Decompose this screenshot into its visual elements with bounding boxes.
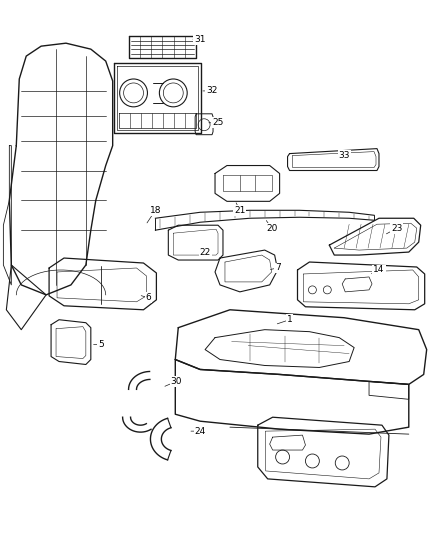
- Text: 14: 14: [373, 265, 385, 274]
- Text: 33: 33: [339, 151, 350, 160]
- Text: 25: 25: [212, 118, 224, 127]
- Text: 21: 21: [234, 206, 246, 215]
- Text: 18: 18: [150, 206, 161, 215]
- Text: 20: 20: [266, 224, 277, 233]
- Text: 24: 24: [194, 426, 206, 435]
- Text: 23: 23: [391, 224, 403, 233]
- Text: 22: 22: [199, 247, 211, 256]
- Text: 32: 32: [206, 86, 218, 95]
- Text: 1: 1: [287, 315, 293, 324]
- Text: 7: 7: [275, 263, 280, 272]
- Text: 5: 5: [98, 340, 104, 349]
- Text: 31: 31: [194, 35, 206, 44]
- Text: 30: 30: [170, 377, 182, 386]
- Text: 6: 6: [145, 293, 151, 302]
